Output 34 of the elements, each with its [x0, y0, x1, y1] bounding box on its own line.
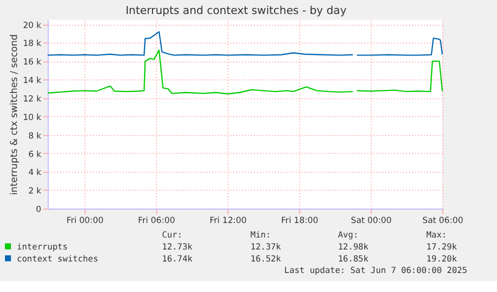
text: Avg: [338, 229, 358, 240]
text: 16.74k [162, 253, 193, 264]
text: 12.37k [250, 241, 281, 252]
y-tick-label: 0 [36, 204, 42, 214]
text: Cur: [162, 229, 182, 240]
text: 19.20k [426, 253, 457, 264]
x-tick-label: Sat 00:00 [350, 215, 392, 225]
y-axis-title: interrupts & ctx switches / second [8, 34, 20, 196]
text: Min: [250, 229, 271, 240]
x-tick-label: Sat 06:00 [422, 215, 464, 225]
y-tick-label: 16 k [22, 56, 42, 67]
text: 16.85k [338, 253, 368, 264]
x-tick-label: Fri 18:00 [281, 215, 318, 225]
y-tick-label: 12 k [22, 94, 42, 104]
text: 17.29k [426, 241, 457, 252]
y-tick-label: 10 k [22, 112, 42, 122]
y-tick-label: 14 k [22, 75, 42, 86]
text: 12.98k [338, 241, 368, 252]
text: 16.52k [250, 253, 281, 264]
x-tick-label: Fri 06:00 [138, 215, 176, 225]
y-tick-label: 8 k [28, 130, 42, 140]
y-tick-label: 2 k [28, 186, 42, 196]
text: 12.73k [162, 241, 193, 252]
x-tick-label: Fri 12:00 [210, 215, 247, 225]
y-tick-label: 18 k [22, 38, 42, 48]
text: Last update: Sat Jun 7 06:00:00 2025 [284, 265, 468, 276]
chart-title: Interrupts and context switches - by day [126, 4, 348, 17]
legend-label: context switches [16, 253, 98, 264]
text: Max: [426, 229, 447, 240]
x-tick-label: Fri 00:00 [66, 215, 104, 225]
y-tick-label: 6 k [28, 148, 42, 159]
legend-label: interrupts [16, 241, 68, 252]
y-tick-label: 20 k [22, 20, 42, 30]
y-tick-label: 4 k [28, 167, 42, 178]
